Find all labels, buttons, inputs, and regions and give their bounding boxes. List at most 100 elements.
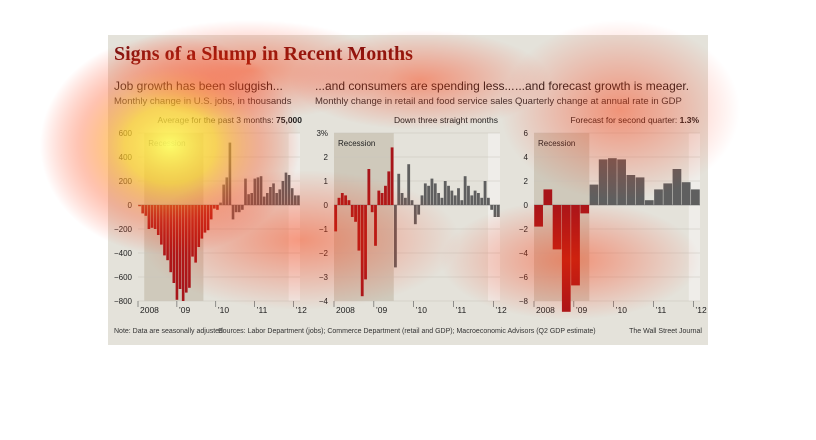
chart-bar: [617, 159, 626, 205]
chart-bar: [188, 205, 191, 288]
chart-bar: [486, 197, 490, 205]
chart-bar: [175, 205, 179, 300]
chart-bar: [453, 195, 457, 205]
chart-bar: [410, 200, 414, 205]
chart-bar: [493, 205, 497, 217]
chart-bar: [571, 205, 580, 286]
chart-bar: [225, 177, 229, 205]
x-tick-label: 2008: [336, 305, 355, 315]
sources: Sources: Labor Department (jobs); Commer…: [218, 328, 596, 335]
chart-bar: [447, 185, 450, 205]
y-tick-label: −400: [114, 249, 133, 258]
chart-bar: [400, 193, 404, 205]
y-tick-label: 2: [324, 153, 329, 162]
y-tick-label: −800: [114, 297, 133, 306]
chart-bar: [433, 183, 437, 205]
chart-bar: [663, 183, 673, 205]
y-tick-label: 0: [128, 201, 133, 210]
chart-bar: [169, 205, 173, 273]
chart-bar: [681, 182, 691, 205]
chart-bar: [589, 184, 599, 205]
y-tick-label: −3: [319, 273, 329, 282]
chart-bar: [209, 205, 213, 220]
chart-bar: [350, 205, 354, 217]
chart-bar: [357, 205, 361, 251]
chart-bar: [253, 178, 257, 205]
y-tick-label: −600: [114, 273, 133, 282]
chart-bar: [467, 185, 470, 205]
credit: The Wall Street Journal: [629, 328, 702, 335]
chart-bar: [141, 205, 144, 214]
chart-bar: [490, 205, 494, 210]
chart-bar: [470, 195, 474, 205]
chart-bar: [297, 195, 300, 205]
chart-bar: [635, 177, 645, 205]
recession-shade: [334, 133, 394, 301]
chart-bar: [626, 175, 636, 205]
chart-bar: [156, 205, 160, 235]
x-tick-label: ’09: [576, 305, 588, 315]
chart-bar: [213, 205, 216, 209]
y-tick-label: −4: [519, 249, 529, 258]
chart-bar: [237, 205, 241, 213]
y-tick-label: 4: [524, 153, 529, 162]
chart-bar: [460, 200, 464, 205]
x-tick-label: 2008: [140, 305, 159, 315]
recession-label: Recession: [148, 139, 185, 148]
y-tick-label: −2: [519, 225, 529, 234]
chart-bar: [337, 197, 341, 205]
y-tick-label: 200: [119, 177, 133, 186]
chart-bar: [344, 195, 348, 205]
x-tick-label: ’09: [179, 305, 191, 315]
chart-bar: [403, 197, 407, 205]
chart-bar: [496, 205, 500, 217]
chart-bar: [256, 177, 260, 205]
chart-bar: [480, 197, 484, 205]
chart-bar: [374, 205, 377, 246]
y-tick-label: 0: [524, 201, 529, 210]
recent-band: [688, 133, 700, 301]
chart-bar: [413, 205, 417, 225]
y-tick-label: −200: [114, 225, 133, 234]
chart-bar: [197, 205, 201, 247]
chart-bar: [430, 178, 434, 205]
chart-bar: [194, 205, 197, 263]
chart-bar: [262, 196, 266, 205]
chart-bar: [483, 181, 487, 205]
chart-bar: [440, 197, 444, 205]
y-tick-label: −6: [519, 273, 529, 282]
chart-bar: [228, 142, 232, 205]
chart-bar: [672, 169, 682, 205]
chart-bar: [340, 193, 344, 205]
chart-bar: [216, 205, 219, 210]
chart-bar: [334, 205, 338, 232]
infographic: Signs of a Slump in Recent Months Job gr…: [108, 35, 708, 345]
chart-bar: [244, 178, 247, 205]
chart-bar: [477, 193, 480, 205]
recession-label: Recession: [338, 139, 375, 148]
chart-bar: [463, 176, 467, 205]
x-tick-label: ’10: [218, 305, 230, 315]
y-tick-label: −2: [319, 249, 329, 258]
chart-bar: [178, 205, 182, 289]
x-tick-label: ’09: [376, 305, 388, 315]
chart-bar: [534, 205, 543, 227]
chart-bar: [166, 205, 169, 261]
chart-bar: [443, 181, 447, 205]
y-tick-label: 1: [324, 177, 329, 186]
chart-bar: [150, 205, 154, 228]
chart-bar: [234, 205, 238, 213]
y-tick-label: −8: [519, 297, 529, 306]
chart-bar: [384, 185, 387, 205]
x-tick-label: ’10: [416, 305, 428, 315]
x-tick-label: ’12: [296, 305, 308, 315]
charts-canvas: Recession6004002000−200−400−600−8002008’…: [114, 129, 707, 315]
chart-bar: [160, 205, 163, 245]
chart-bar: [644, 200, 654, 205]
footnote: Note: Data are seasonally adjusted: [114, 328, 223, 335]
chart-bar: [284, 172, 288, 205]
chart-bar: [552, 205, 562, 250]
recession-label: Recession: [538, 139, 575, 148]
x-tick-label: ’11: [656, 305, 667, 315]
chart-bar: [147, 205, 151, 229]
